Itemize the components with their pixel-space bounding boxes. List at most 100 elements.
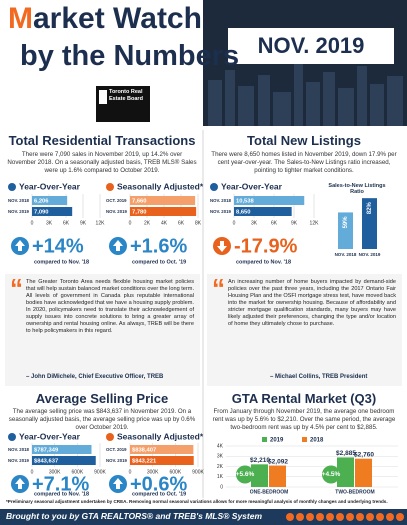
x-tick-label: 0: [233, 220, 236, 226]
logo-text: Toronto Real Estate Board: [109, 89, 143, 102]
change-arrow: [15, 240, 25, 251]
value-label: $2,760: [354, 451, 374, 458]
title-icon: [210, 183, 218, 191]
chart-title: Year-Over-Year: [221, 181, 283, 191]
category-label: NOV. 2019: [8, 209, 29, 214]
section-text: The average selling price was $843,637 i…: [8, 408, 196, 431]
x-tick-label: 12K: [96, 220, 106, 226]
change-arrow: [113, 478, 123, 489]
annotation-badge: [236, 465, 254, 484]
bar: [130, 456, 194, 465]
change-value: -17.9%: [234, 235, 298, 257]
value-label: $2,210: [250, 457, 270, 464]
section-text: There were 7,090 sales in November 2019,…: [7, 151, 197, 174]
annotation: +5.6%: [236, 471, 255, 478]
value-label: $787,349: [34, 448, 59, 454]
y-tick-label: 1K: [217, 474, 224, 480]
category-label: ONE-BEDROOM: [250, 489, 289, 495]
section-text: There were 8,650 homes listed in Novembe…: [211, 151, 397, 174]
bar: [32, 456, 96, 465]
bar: [130, 445, 194, 454]
x-tick-label: 300K: [147, 469, 159, 475]
quote-attribution: – John DiMichele, Chief Executive Office…: [26, 374, 164, 380]
quote-panel: [5, 274, 200, 386]
change-note: compared to Nov. '18: [34, 259, 89, 265]
x-tick-label: 0: [31, 469, 34, 475]
value-label: $2,885: [336, 450, 356, 457]
value-label: $2,092: [268, 458, 288, 465]
x-tick-label: 12K: [310, 220, 320, 226]
y-tick-label: 3K: [217, 454, 224, 460]
section-text: From January through November 2019, the …: [212, 408, 396, 431]
x-tick-label: 3K: [251, 220, 258, 226]
x-tick-label: 6K: [271, 220, 278, 226]
bar: [337, 457, 354, 487]
category-label: OCT. 2019: [106, 198, 127, 203]
x-tick-label: 6K: [178, 220, 185, 226]
change-value: +7.1%: [32, 473, 89, 495]
value-label: 6,206: [34, 199, 49, 205]
x-tick-label: 8K: [195, 220, 202, 226]
x-tick-label: 3K: [46, 220, 53, 226]
x-tick-label: 0: [129, 220, 132, 226]
category-label: NOV. 2018: [335, 252, 357, 257]
bar: [362, 198, 377, 249]
value-label: 7,090: [34, 210, 49, 216]
section-title: GTA Rental Market (Q3): [231, 391, 377, 406]
ratio-title: Sales-to-New Listings Ratio: [328, 183, 386, 195]
chart-title: Year-Over-Year: [19, 431, 81, 441]
title-rest: arket Watch: [33, 2, 202, 35]
section-title: Total New Listings: [247, 133, 361, 148]
bar: [251, 464, 268, 487]
y-tick-label: 0: [220, 484, 223, 490]
bar: [355, 458, 372, 487]
quote-panel: [207, 274, 402, 386]
logo-mark: [99, 90, 107, 104]
category-label: NOV. 2019: [210, 209, 231, 214]
change-note: compared to Oct. '19: [132, 259, 186, 265]
value-label: 7,780: [132, 210, 147, 216]
change-value: +14%: [32, 235, 84, 257]
change-arrow: [217, 241, 227, 252]
title: Market Watch: [8, 2, 202, 36]
category-label: NOV. 2019: [106, 209, 127, 214]
x-tick-label: 600K: [71, 469, 83, 475]
change-note: compared to Nov. '18: [34, 491, 89, 497]
x-tick-label: 900K: [192, 469, 204, 475]
legend-label: 2019: [270, 438, 284, 444]
category-label: OCT. 2019: [106, 447, 127, 452]
category-label: NOV. 2018: [8, 447, 29, 452]
category-label: NOV. 2018: [210, 198, 231, 203]
x-tick-label: 900K: [94, 469, 106, 475]
title-icon: [8, 433, 16, 441]
date-box: [228, 28, 394, 64]
chart-title: Year-Over-Year: [19, 181, 81, 191]
subtitle: by the Numbers: [20, 40, 240, 72]
bar: [130, 196, 196, 205]
bar: [234, 207, 292, 216]
category-label: TWO-BEDROOM: [335, 489, 374, 495]
x-tick-label: 9K: [80, 220, 87, 226]
legend-swatch: [302, 437, 307, 442]
legend-swatch: [262, 437, 267, 442]
change-arrow: [15, 478, 25, 489]
x-tick-label: 600K: [169, 469, 181, 475]
title-icon: [106, 433, 114, 441]
social-icons: [286, 513, 404, 521]
section-title: Total Residential Transactions: [8, 133, 196, 148]
change-value: +0.6%: [130, 473, 187, 495]
y-tick-label: 2K: [217, 464, 224, 470]
title-icon: [106, 183, 114, 191]
value-label: $843,221: [132, 459, 157, 465]
x-tick-label: 6K: [63, 220, 70, 226]
x-tick-label: 0: [31, 220, 34, 226]
date: NOV. 2019: [258, 33, 365, 58]
change-arrow: [113, 240, 123, 251]
quote-text: An increasing number of home buyers impa…: [228, 279, 396, 327]
value-label: 7,660: [132, 199, 147, 205]
value-label: $843,637: [34, 459, 58, 465]
value-label: 8,650: [236, 210, 251, 216]
x-tick-label: 300K: [49, 469, 61, 475]
